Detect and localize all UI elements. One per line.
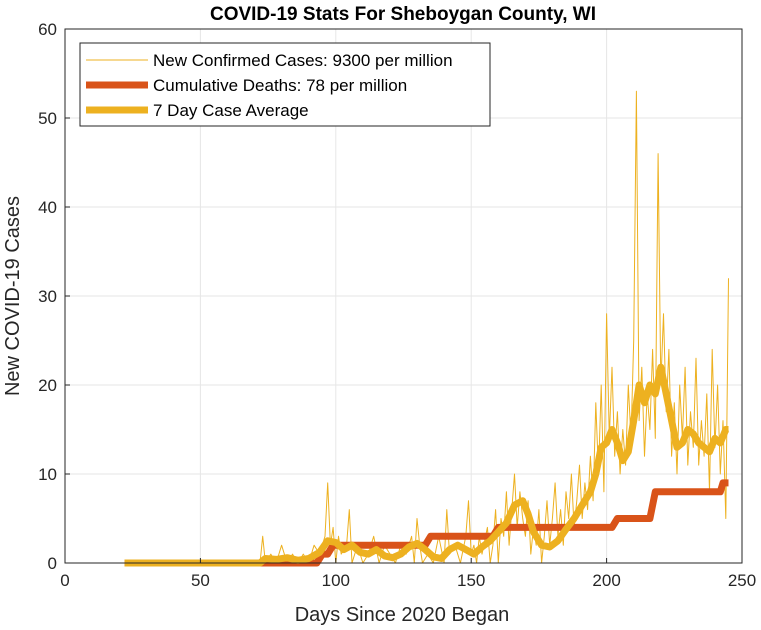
legend-label-3: 7 Day Case Average xyxy=(153,101,309,120)
x-axis-label: Days Since 2020 Began xyxy=(295,604,510,626)
tick-labels: 0 50 100 150 200 250 0 10 20 30 40 50 60 xyxy=(38,20,756,590)
legend: New Confirmed Cases: 9300 per million Cum… xyxy=(79,42,491,127)
y-tick-label: 40 xyxy=(38,198,57,217)
y-tick-label: 10 xyxy=(38,465,57,484)
chart-title: COVID-19 Stats For Sheboygan County, WI xyxy=(210,4,596,25)
y-tick-label: 50 xyxy=(38,109,57,128)
y-tick-label: 0 xyxy=(48,554,57,573)
x-tick-label: 150 xyxy=(457,571,485,590)
series-layer xyxy=(124,90,730,567)
y-tick-label: 30 xyxy=(38,287,57,306)
y-axis-label: New COVID-19 Cases xyxy=(2,196,24,396)
legend-label-1: New Confirmed Cases: 9300 per million xyxy=(153,51,453,70)
x-tick-label: 50 xyxy=(191,571,210,590)
x-tick-label: 100 xyxy=(322,571,350,590)
x-tick-label: 200 xyxy=(592,571,620,590)
legend-label-2: Cumulative Deaths: 78 per million xyxy=(153,76,407,95)
x-tick-label: 0 xyxy=(60,571,69,590)
y-tick-label: 60 xyxy=(38,20,57,39)
series-line-3 xyxy=(124,363,730,567)
y-tick-label: 20 xyxy=(38,376,57,395)
legend-box xyxy=(79,42,491,127)
x-tick-label: 250 xyxy=(728,571,756,590)
